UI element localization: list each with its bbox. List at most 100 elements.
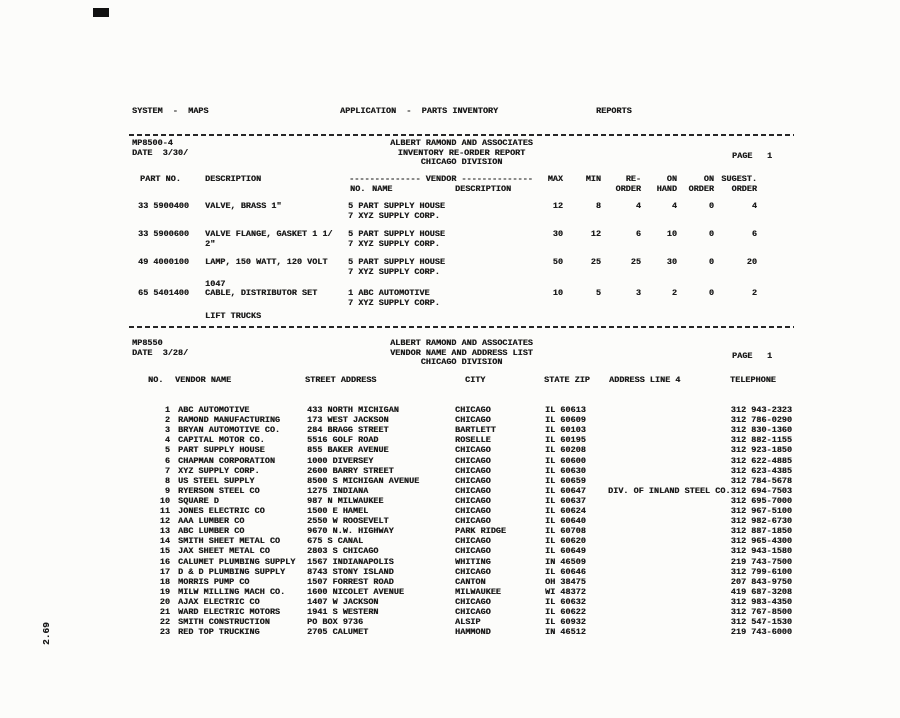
vendor-no: 17 [159,566,170,577]
vendor-lines: 5 PART SUPPLY HOUSE 7 XYZ SUPPLY CORP. [348,257,445,277]
telephone: 207 843-9750 [730,576,792,587]
table-row: 6 CHAPMAN CORPORATION 1000 DIVERSEY CHICAGO… [130,455,793,467]
col-description: DESCRIPTION [205,174,262,184]
state-zip: IL 60103 [545,425,586,436]
state-zip: IL 60208 [545,445,586,456]
city: WHITING [455,556,491,567]
street-address: 1941 S WESTERN [307,607,379,617]
table-row: 21 WARD ELECTRIC MOTORS 1941 S WESTERN CHIC… [130,607,793,618]
col-state-zip: STATE ZIP [544,375,590,385]
table-row: 3 BRYAN AUTOMOTIVE CO. 284 BRAGG STREET BAR… [130,426,793,436]
part-number: 49 4000100 [138,257,190,267]
state-zip: IL 60624 [545,506,586,516]
qty-value: 25 [590,257,601,267]
vendor-no: 7 [164,465,170,476]
vendor-no: 3 [164,425,170,436]
qty-value: 10 [666,229,677,239]
qty-value: 3 [635,288,641,298]
state-zip: IL 60640 [545,516,586,527]
vendor-no: 14 [159,536,170,547]
vendor-no: 4 [164,435,170,446]
part-description-line: CABLE, DISTRIBUTOR SET [205,288,318,298]
street-address: 433 NORTH MICHIGAN [307,405,399,415]
part-description: LAMP, 150 WATT, 120 VOLT [205,257,347,268]
telephone: 312 983-4350 [730,596,792,607]
vendor-name: RAMOND MANUFACTURING [178,415,281,426]
street-address: 9670 N.W. HIGHWAY [307,526,394,537]
state-zip: IL 60620 [545,536,586,547]
telephone: 312 923-1850 [730,445,792,456]
part-number: 65 5401400 [138,288,190,298]
street-address: 1275 INDIANA [307,485,369,496]
vendor-name: JAX SHEET METAL CO [178,546,270,557]
state-zip: IL 60637 [545,495,586,506]
part-description-line: 2" [205,238,216,249]
state-zip: IL 60646 [545,566,586,577]
col-address-line-4: ADDRESS LINE 4 [609,375,681,385]
table-row: 14 SMITH SHEET METAL CO 675 S CANAL CHICAGO… [130,537,793,547]
part-description-line: LAMP, 150 WATT, 120 VOLT [205,257,328,267]
vendor-name: RYERSON STEEL CO [178,485,260,496]
state-zip: IL 60600 [545,455,586,466]
vendor-no: 18 [159,576,170,587]
street-address: 1507 FORREST ROAD [307,576,394,587]
telephone: 312 887-1850 [730,526,792,537]
report1-page-label: PAGE [732,151,753,161]
city: CHICAGO [455,506,491,516]
vendor-name: MORRIS PUMP CO [178,576,250,587]
qty-value: 0 [708,288,714,298]
vendor-line: 7 XYZ SUPPLY CORP. [348,297,440,308]
report2-page-number: 1 [767,351,773,361]
vendor-name: BRYAN AUTOMOTIVE CO. [178,425,281,436]
table-row: 23 RED TOP TRUCKING 2705 CALUMET HAMMOND IN … [130,628,793,638]
table-row: 16 CALUMET PLUMBING SUPPLY 1567 INDIANAPOL… [130,556,793,568]
vendor-no: 15 [159,546,170,557]
col-street-address: STREET ADDRESS [305,375,377,385]
vendor-line: 7 XYZ SUPPLY CORP. [348,238,440,249]
table-row: 20 AJAX ELECTRIC CO 1407 W JACKSON CHICAGO I… [130,596,793,608]
qty-value: 12 [552,201,563,211]
city: CHICAGO [455,475,491,486]
separator-dashed-line [129,134,794,136]
street-address: 173 WEST JACKSON [307,415,389,426]
col-no: NO. [148,375,164,385]
street-address: 8500 S MICHIGAN AVENUE [307,475,420,486]
state-zip: IL 60609 [545,415,586,426]
city: CHICAGO [455,607,491,617]
table-row: 5 PART SUPPLY HOUSE 855 BAKER AVENUE CHICAG… [130,446,793,456]
city: PARK RIDGE [455,526,507,537]
col-vendor-name: NAME [372,183,393,194]
telephone: 312 623-4385 [730,465,792,476]
telephone: 312 967-5100 [730,506,792,516]
col-on-order: ON [703,174,714,184]
table-row: 2 RAMOND MANUFACTURING 173 WEST JACKSON CHI… [130,416,793,426]
vendor-no: 23 [159,627,170,638]
city: CANTON [455,576,486,587]
city: CHICAGO [455,455,491,466]
city: HAMMOND [455,627,491,638]
vendor-name: XYZ SUPPLY CORP. [178,465,260,476]
scan-corner-mark [93,8,109,17]
part-description: VALVE, BRASS 1" [205,201,347,212]
city: CHICAGO [455,516,491,527]
street-address: 1567 INDIANAPOLIS [307,556,394,567]
vendor-name: CALUMET PLUMBING SUPPLY [178,556,296,567]
telephone: 312 882-1155 [730,435,792,446]
state-zip: IL 60659 [545,475,586,486]
reports-label: REPORTS [596,106,632,116]
vendor-no: 12 [159,516,170,527]
vendor-line: 7 XYZ SUPPLY CORP. [348,210,440,221]
qty-value: 0 [708,229,714,239]
state-zip: WI 48372 [545,586,586,597]
part-number: 33 5900400 [138,201,190,211]
vendor-name: CAPITAL MOTOR CO. [178,435,265,446]
vendor-line: 5 PART SUPPLY HOUSE [348,229,445,239]
report2-date: DATE 3/28/ [132,347,189,358]
vendor-lines: 1 ABC AUTOMOTIVE 7 XYZ SUPPLY CORP. [348,288,440,308]
part-description-line: VALVE, BRASS 1" [205,201,282,211]
qty-value: 4 [671,201,677,211]
qty-value: 2 [751,288,757,298]
report2-program-id: MP8550 [132,338,163,348]
col-max: MAX [547,174,563,184]
table-row: 13 ABC LUMBER CO 9670 N.W. HIGHWAY PARK RID… [130,527,793,537]
